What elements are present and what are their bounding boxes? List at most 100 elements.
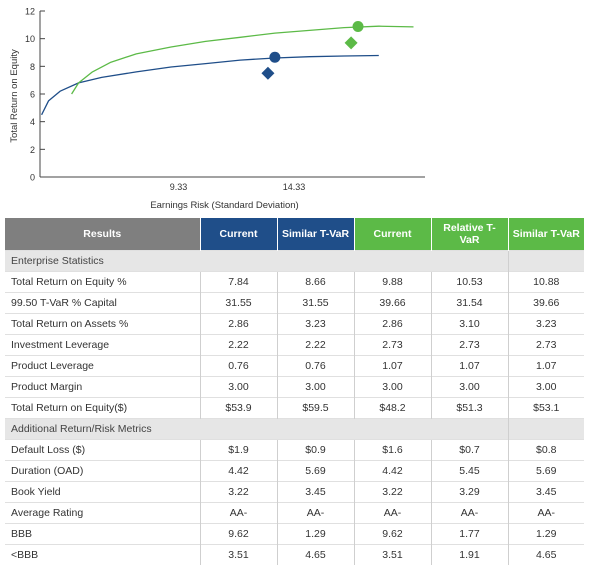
row-label: Total Return on Assets % <box>5 313 200 335</box>
section-title: Additional Return/Risk Metrics <box>5 418 508 440</box>
table-cell: 3.22 <box>353 481 431 503</box>
x-tick-label: 14.33 <box>283 182 306 192</box>
table-cell: 1.29 <box>507 523 584 545</box>
table-cell: 5.45 <box>430 460 508 482</box>
y-tick-label: 4 <box>30 117 35 127</box>
table-cell: 0.76 <box>199 355 277 377</box>
table-row: Total Return on Assets % 2.86 3.23 2.86 3.10… <box>5 313 584 335</box>
x-tick-label: 9.33 <box>170 182 188 192</box>
series-1-circle-marker <box>269 51 281 63</box>
table-cell: AA- <box>199 502 277 524</box>
table-cell: 1.77 <box>430 523 508 545</box>
table-cell: 1.91 <box>430 544 508 565</box>
table-cell: $53.1 <box>507 397 584 419</box>
table-cell: $1.6 <box>353 439 431 461</box>
column-header-5: Relative T-VaR <box>430 218 508 251</box>
y-tick-label: 2 <box>30 145 35 155</box>
row-label: Total Return on Equity % <box>5 271 200 293</box>
table-cell: $53.9 <box>199 397 277 419</box>
table-cell: AA- <box>507 502 584 524</box>
results-table: Results Current Similar T-VaR Current Relati… <box>5 218 584 565</box>
y-tick-label: 6 <box>30 90 35 100</box>
column-header-2: Current <box>199 218 277 251</box>
section-row: Additional Return/Risk Metrics <box>5 418 584 440</box>
table-cell: 7.84 <box>199 271 277 293</box>
table-cell: 1.07 <box>507 355 584 377</box>
table-cell: 3.23 <box>276 313 354 335</box>
table-cell: 3.10 <box>430 313 508 335</box>
row-label: Investment Leverage <box>5 334 200 356</box>
table-cell: 39.66 <box>507 292 584 314</box>
table-row: Duration (OAD) 4.42 5.69 4.42 5.45 5.69 <box>5 460 584 482</box>
table-cell: 9.62 <box>353 523 431 545</box>
section-empty-cell <box>507 418 584 440</box>
table-cell: 5.69 <box>507 460 584 482</box>
table-cell: 2.73 <box>430 334 508 356</box>
table-cell: 3.00 <box>353 376 431 398</box>
results-column-header: Results <box>5 218 200 251</box>
table-cell: 39.66 <box>353 292 431 314</box>
row-label: Default Loss ($) <box>5 439 200 461</box>
table-cell: $0.9 <box>276 439 354 461</box>
table-cell: 3.00 <box>199 376 277 398</box>
table-cell: 4.65 <box>276 544 354 565</box>
table-row: Book Yield 3.22 3.45 3.22 3.29 3.45 <box>5 481 584 503</box>
series-2-line <box>71 25 414 95</box>
x-axis-label: Earnings Risk (Standard Deviation) <box>150 200 298 211</box>
table-row: Investment Leverage 2.22 2.22 2.73 2.73 2.73 <box>5 334 584 356</box>
y-tick-label: 8 <box>30 62 35 72</box>
table-cell: $0.8 <box>507 439 584 461</box>
table-cell: 4.65 <box>507 544 584 565</box>
section-title: Enterprise Statistics <box>5 250 508 272</box>
table-cell: AA- <box>430 502 508 524</box>
risk-return-chart: 0 2 4 6 8 10 12 9.33 14.33 Earnings Risk (Standar… <box>9 7 425 211</box>
table-cell: 2.73 <box>507 334 584 356</box>
table-cell: 1.29 <box>276 523 354 545</box>
table-cell: 10.53 <box>430 271 508 293</box>
table-cell: 3.00 <box>276 376 354 398</box>
section-row: Enterprise Statistics <box>5 250 584 272</box>
section-empty-cell <box>507 250 584 272</box>
row-label: Product Leverage <box>5 355 200 377</box>
table-row: Default Loss ($) $1.9 $0.9 $1.6 $0.7 $0.8 <box>5 439 584 461</box>
y-tick-label: 12 <box>25 7 35 17</box>
y-tick-label: 10 <box>25 34 35 44</box>
table-cell: $59.5 <box>276 397 354 419</box>
table-row: Total Return on Equity % 7.84 8.66 9.88 10.5… <box>5 271 584 293</box>
table-cell: 9.62 <box>199 523 277 545</box>
series-2-circle-marker <box>352 20 364 32</box>
row-label: Book Yield <box>5 481 200 503</box>
row-label: <BBB <box>5 544 200 565</box>
table-cell: 31.54 <box>430 292 508 314</box>
table-row: 99.50 T-VaR % Capital 31.55 31.55 39.66 31.5… <box>5 292 584 314</box>
table-cell: $48.2 <box>353 397 431 419</box>
table-cell: 1.07 <box>430 355 508 377</box>
column-header-6: Similar T-VaR <box>507 218 584 251</box>
table-cell: 3.45 <box>507 481 584 503</box>
table-row: Total Return on Equity($) $53.9 $59.5 $48.2… <box>5 397 584 419</box>
series-1-line <box>41 54 379 116</box>
table-cell: 0.76 <box>276 355 354 377</box>
table-cell: 3.00 <box>430 376 508 398</box>
row-label: Duration (OAD) <box>5 460 200 482</box>
row-label: Total Return on Equity($) <box>5 397 200 419</box>
row-label: Product Margin <box>5 376 200 398</box>
series-1-diamond-marker <box>261 66 275 80</box>
column-header-3: Similar T-VaR <box>276 218 354 251</box>
table-cell: 31.55 <box>199 292 277 314</box>
table-cell: 4.42 <box>199 460 277 482</box>
table-row: <BBB 3.51 4.65 3.51 1.91 4.65 <box>5 544 584 565</box>
row-label: 99.50 T-VaR % Capital <box>5 292 200 314</box>
y-axis-label: Total Return on Equity <box>9 49 20 143</box>
table-cell: 5.69 <box>276 460 354 482</box>
table-row: Product Leverage 0.76 0.76 1.07 1.07 1.07 <box>5 355 584 377</box>
table-cell: 2.86 <box>199 313 277 335</box>
row-label: Average Rating <box>5 502 200 524</box>
table-cell: 9.88 <box>353 271 431 293</box>
series-2-diamond-marker <box>344 36 358 50</box>
table-cell: 3.29 <box>430 481 508 503</box>
table-cell: $0.7 <box>430 439 508 461</box>
table-cell: 3.23 <box>507 313 584 335</box>
table-cell: 2.22 <box>199 334 277 356</box>
table-cell: 10.88 <box>507 271 584 293</box>
